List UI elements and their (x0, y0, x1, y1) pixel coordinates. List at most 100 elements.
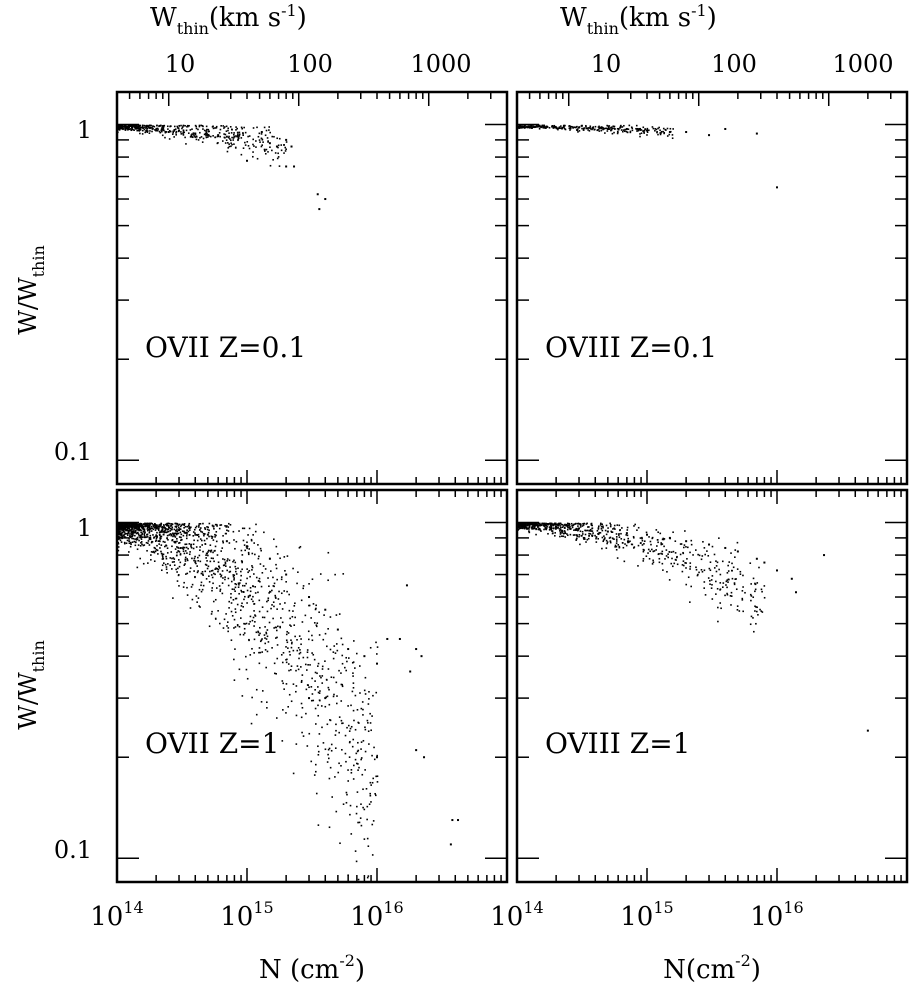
data-point (573, 523, 575, 526)
data-point (125, 523, 127, 525)
data-point (626, 529, 629, 531)
data-point (338, 716, 341, 718)
data-point (153, 560, 156, 562)
data-point (130, 532, 133, 534)
data-point (195, 534, 198, 536)
data-point (763, 585, 766, 587)
panel-ovii-z1: OVII Z=1 (115, 488, 509, 884)
data-point (145, 522, 148, 525)
data-point (579, 523, 581, 525)
data-point (183, 526, 185, 529)
data-point (292, 683, 295, 685)
data-point (149, 523, 151, 526)
data-point (287, 647, 289, 649)
data-point (520, 527, 522, 530)
data-point (532, 126, 534, 128)
data-point (130, 543, 132, 546)
data-point (322, 742, 325, 744)
data-point (609, 522, 611, 525)
data-point (217, 135, 220, 138)
data-point (198, 554, 201, 557)
data-point (168, 526, 171, 529)
data-point (167, 530, 170, 533)
data-point (663, 545, 665, 548)
data-point (226, 558, 229, 560)
data-point (314, 680, 316, 682)
data-point (357, 769, 359, 771)
data-point (559, 525, 562, 527)
data-point (168, 138, 171, 140)
data-point (352, 778, 355, 780)
data-point (252, 616, 255, 619)
data-point (538, 127, 541, 130)
data-point (173, 558, 176, 560)
data-point (619, 126, 622, 129)
data-point (200, 124, 203, 127)
data-point (724, 594, 726, 597)
data-point (193, 559, 195, 562)
data-point (200, 539, 203, 542)
data-point (232, 560, 234, 563)
data-point (166, 547, 169, 549)
data-point (620, 129, 623, 131)
data-point (602, 126, 604, 129)
data-point (541, 126, 543, 128)
data-point (232, 133, 235, 136)
data-point (621, 126, 624, 128)
data-point (581, 525, 584, 527)
data-point (264, 152, 267, 155)
data-point (263, 126, 266, 129)
data-point (156, 527, 159, 529)
data-point (296, 649, 299, 652)
data-point (246, 577, 248, 580)
data-point (726, 572, 729, 574)
data-point (350, 704, 352, 707)
data-point (577, 522, 580, 525)
data-point (357, 741, 359, 744)
data-point (226, 621, 229, 623)
data-point (376, 662, 378, 665)
data-point (574, 126, 577, 129)
data-point (220, 575, 222, 578)
data-point (154, 540, 157, 543)
data-point (240, 137, 243, 139)
data-point (360, 758, 362, 761)
data-point (298, 652, 301, 655)
data-point (730, 552, 732, 554)
data-point (590, 522, 593, 525)
data-point (324, 705, 327, 708)
data-point (726, 592, 728, 595)
data-point (250, 538, 253, 541)
data-point (248, 548, 251, 550)
data-point (233, 679, 236, 681)
data-point (613, 527, 615, 530)
data-point (682, 564, 685, 567)
data-point (277, 146, 279, 149)
data-point (733, 582, 736, 584)
data-point (205, 578, 208, 580)
data-point (261, 638, 263, 640)
data-point (574, 529, 577, 532)
data-point (759, 608, 761, 611)
data-point (823, 554, 826, 557)
data-point (305, 688, 308, 691)
data-point (174, 548, 177, 550)
data-point (736, 541, 739, 544)
data-point (374, 792, 376, 795)
data-point (142, 544, 145, 547)
data-point (559, 531, 562, 534)
data-point (276, 137, 279, 140)
data-point (235, 129, 237, 131)
data-point (538, 527, 540, 530)
data-point (225, 565, 227, 567)
data-point (327, 686, 330, 689)
data-point (228, 143, 230, 145)
data-point (237, 139, 239, 142)
data-point (352, 661, 355, 663)
data-point (752, 596, 755, 599)
data-point (357, 763, 359, 765)
data-point (320, 705, 323, 707)
data-point (599, 524, 602, 526)
data-point (122, 535, 124, 537)
data-point (207, 551, 209, 553)
